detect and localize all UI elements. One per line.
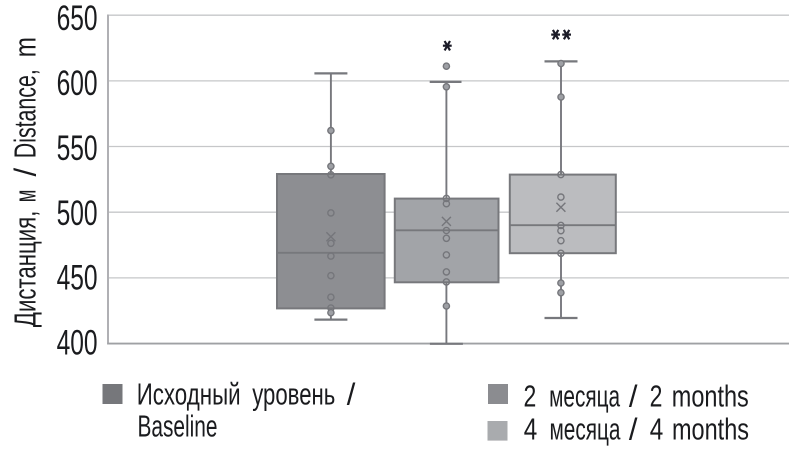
svg-text:months: months (672, 379, 749, 414)
svg-text:m: m (7, 37, 42, 57)
svg-text:4: 4 (650, 412, 664, 447)
svg-text:/: / (7, 168, 42, 177)
svg-text:месяца: месяца (549, 379, 621, 414)
svg-text:уровень: уровень (252, 376, 335, 411)
svg-text:Baseline: Baseline (138, 409, 218, 444)
svg-text:4: 4 (524, 412, 538, 447)
svg-text:months: months (672, 412, 749, 447)
svg-text:650: 650 (57, 0, 98, 38)
svg-text:/: / (629, 379, 638, 414)
svg-text:Distance,: Distance, (7, 69, 42, 158)
svg-text:2: 2 (524, 379, 537, 414)
svg-text:м: м (7, 190, 42, 203)
svg-text:450: 450 (57, 259, 98, 298)
svg-text:600: 600 (57, 64, 98, 103)
svg-text:500: 500 (57, 194, 98, 233)
svg-text:Дистанция,: Дистанция, (7, 211, 42, 328)
svg-text:месяца: месяца (550, 412, 622, 447)
svg-text:550: 550 (57, 129, 98, 168)
svg-text:Исходный: Исходный (137, 376, 241, 411)
svg-text:400: 400 (57, 324, 98, 363)
svg-text:2: 2 (650, 379, 663, 414)
svg-text:/: / (629, 412, 638, 447)
svg-text:/: / (347, 376, 356, 411)
